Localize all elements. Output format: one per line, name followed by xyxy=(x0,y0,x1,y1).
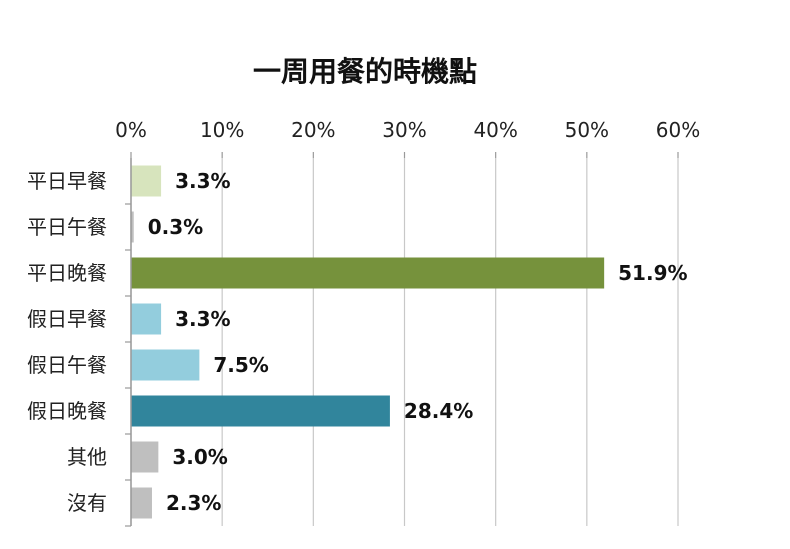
data-label: 2.3% xyxy=(166,491,221,515)
bar xyxy=(131,487,152,519)
x-tick-label: 0% xyxy=(115,118,147,142)
category-label: 平日晚餐 xyxy=(27,261,107,285)
chart-title: 一周用餐的時機點 xyxy=(253,55,477,88)
data-label: 3.3% xyxy=(175,307,230,331)
data-label: 28.4% xyxy=(404,399,473,423)
category-label: 假日午餐 xyxy=(27,353,107,377)
bar xyxy=(131,211,134,243)
category-label: 平日早餐 xyxy=(27,169,107,193)
x-tick-label: 40% xyxy=(473,118,517,142)
data-label: 0.3% xyxy=(148,215,203,239)
category-label: 假日晚餐 xyxy=(27,399,107,423)
bar xyxy=(131,257,605,289)
bar xyxy=(131,303,162,335)
category-label: 平日午餐 xyxy=(27,215,107,239)
data-label: 3.3% xyxy=(175,169,230,193)
data-labels: 3.3% 0.3% 51.9% 3.3% 7.5% 28.4% 3.0% 2.3% xyxy=(148,169,688,515)
x-tick-label: 60% xyxy=(656,118,700,142)
x-tick-label: 20% xyxy=(291,118,335,142)
gridlines xyxy=(125,152,679,527)
category-label: 沒有 xyxy=(67,491,107,515)
data-label: 7.5% xyxy=(213,353,268,377)
x-tick-label: 50% xyxy=(565,118,609,142)
bar xyxy=(131,165,162,197)
data-label: 3.0% xyxy=(172,445,227,469)
bars xyxy=(131,165,605,519)
x-tick-label: 10% xyxy=(200,118,244,142)
x-axis-ticks: 0% 10% 20% 30% 40% 50% 60% xyxy=(115,118,700,142)
bar xyxy=(131,349,200,381)
x-tick-label: 30% xyxy=(382,118,426,142)
category-label: 其他 xyxy=(67,445,107,469)
category-label: 假日早餐 xyxy=(27,307,107,331)
bar xyxy=(131,395,390,427)
bar xyxy=(131,441,159,473)
data-label: 51.9% xyxy=(618,261,687,285)
